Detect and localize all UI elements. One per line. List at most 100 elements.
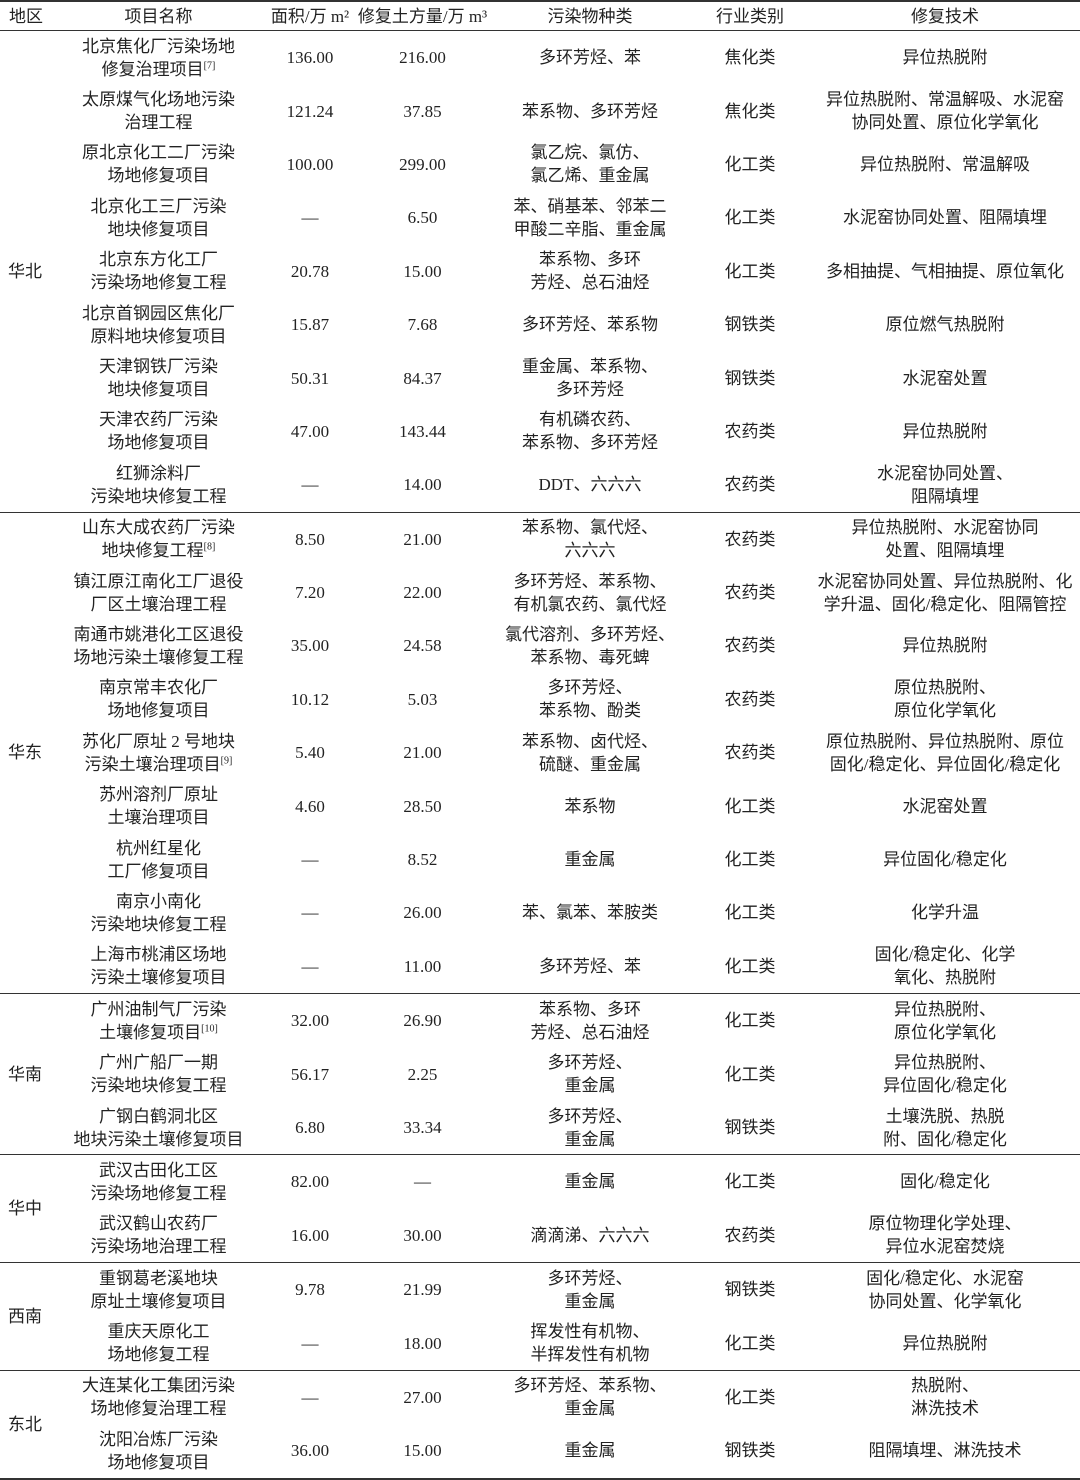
industry-cell: 钢铁类	[724, 368, 776, 388]
table-row: 南京小南化 污染地块修复工程 — 26.00 苯、氯苯、苯胺类 化工类 化学升温	[0, 886, 1080, 939]
pollutants-cell: 多环芳烃、 苯系物、酚类	[490, 673, 690, 726]
project-name-line: 北京化工三厂污染	[90, 196, 227, 216]
pollutant-line: 苯系物	[564, 796, 616, 816]
area-cell: —	[301, 850, 319, 870]
header-cell: 污染物种类	[490, 0, 690, 31]
project-name-cell: 北京化工三厂污染 地块修复项目	[52, 191, 265, 244]
project-name-line: 场地修复项目	[107, 701, 210, 721]
project-name-line: 污染场地修复工程	[90, 273, 227, 293]
project-name-line: 沈阳冶炼厂污染	[99, 1429, 218, 1449]
project-name-cell: 北京首钢园区焦化厂 原料地块修复项目	[52, 298, 265, 351]
technology-cell: 土壤洗脱、热脱 附、固化/稳定化	[810, 1101, 1080, 1155]
industry-cell: 化工类	[724, 208, 776, 228]
project-name-line: 污染地块修复工程	[90, 914, 227, 934]
industry-cell: 农药类	[724, 1225, 776, 1245]
technology-line: 土壤洗脱、热脱	[885, 1106, 1005, 1126]
project-name-line: 场地修复项目	[107, 1452, 210, 1472]
industry-cell: 农药类	[724, 421, 776, 441]
area-cell: 8.50	[265, 511, 355, 566]
technology-cell: 水泥窑协同处置、阻隔填埋	[810, 191, 1080, 244]
area-cell: 6.80	[295, 1118, 325, 1137]
technology-cell: 异位热脱附	[810, 1316, 1080, 1370]
volume-cell: 22.00	[403, 583, 442, 603]
pollutants-cell: 重金属	[490, 1424, 690, 1480]
industry-cell: 钢铁类	[724, 315, 776, 335]
technology-line: 异位热脱附、常温解吸	[860, 154, 1030, 174]
project-name-line: 修复治理项目	[101, 59, 204, 79]
volume-cell: 14.00	[403, 475, 442, 495]
pollutants-cell: 重金属	[490, 1154, 690, 1209]
pollutants-cell: 苯系物、多环 芳烃、总石油烃	[490, 245, 690, 298]
pollutants-cell: 多环芳烃、苯	[490, 30, 690, 85]
area-cell: 56.17	[290, 1064, 330, 1084]
project-name-line: 广州广船厂一期	[99, 1053, 218, 1073]
table-row: 天津钢铁厂污染 地块修复项目 50.31 84.37 重金属、苯系物、 多环芳烃 钢铁类 水泥…	[0, 351, 1080, 404]
area-cell: 15.87	[290, 315, 330, 335]
technology-line: 异位热脱附、常温解吸、水泥窑	[826, 90, 1064, 110]
region-cell: 华北	[0, 30, 52, 513]
volume-cell: 11.00	[403, 956, 442, 976]
project-name-cell: 苏州溶剂厂原址 土壤治理项目	[52, 779, 265, 832]
pollutant-line: 甲酸二辛脂、重金属	[513, 219, 667, 239]
pollutant-line: 多环芳烃	[556, 380, 624, 400]
volume-cell: —	[355, 1154, 490, 1209]
project-name-cell: 北京东方化工厂 污染场地修复工程	[52, 245, 265, 298]
project-name-line: 山东大成农药厂污染	[82, 518, 235, 538]
volume-cell: 2.25	[407, 1064, 438, 1084]
industry-cell: 农药类	[724, 636, 776, 656]
technology-cell: 原位燃气热脱附	[810, 298, 1080, 351]
pollutant-line: 苯系物、卤代烃、	[522, 731, 658, 751]
header-cell: 行业类别	[690, 0, 810, 31]
project-name-line: 镇江原江南化工厂退役	[73, 571, 244, 591]
technology-line: 淋洗技术	[911, 1399, 979, 1419]
pollutant-line: 重金属、苯系物、	[522, 357, 658, 377]
header-cell: 面积/万 m²	[265, 0, 355, 31]
project-name-line: 北京首钢园区焦化厂	[82, 303, 235, 323]
pollutants-cell: 苯系物、氯代烃、 六六六	[490, 511, 690, 566]
area-cell: —	[265, 1369, 355, 1425]
table-row: 华南 广州油制气厂污染 土壤修复项目[10] 32.00 26.90 苯系物、多环 芳烃、总…	[0, 993, 1080, 1155]
industry-cell: 农药类	[724, 583, 776, 603]
project-name-line: 场地修复治理工程	[90, 1399, 227, 1419]
pollutant-line: 芳烃、总石油烃	[530, 273, 650, 293]
technology-line: 异位水泥窑焚烧	[885, 1237, 1005, 1257]
project-name-cell: 沈阳冶炼厂污染 场地修复项目	[52, 1424, 265, 1480]
table-row: 广钢白鹤洞北区 地块污染土壤修复项目 6.80 33.34 多环芳烃、 重金属 钢铁类 土壤洗…	[0, 1101, 1080, 1155]
industry-cell: 化工类	[724, 956, 776, 976]
area-cell: 10.12	[290, 689, 330, 709]
volume-cell: 299.00	[399, 154, 446, 174]
area-cell: 136.00	[265, 30, 355, 85]
table-row: 武汉鹤山农药厂 污染场地治理工程 16.00 30.00 滴滴涕、六六六 农药类 原位物理化…	[0, 1209, 1080, 1263]
technology-line: 异位固化/稳定化	[883, 850, 1007, 870]
header-cell: 修复土方量/万 m³	[355, 0, 490, 31]
project-name-line: 太原煤气化场地污染	[82, 90, 235, 110]
pollutant-line: 苯系物、酚类	[539, 701, 641, 721]
project-name-line: 厂区土壤治理工程	[90, 594, 227, 614]
area-cell: 5.40	[295, 743, 325, 763]
reference: [7]	[203, 60, 216, 72]
industry-cell: 钢铁类	[724, 1118, 776, 1137]
region-cell: 华东	[0, 511, 52, 994]
pollutant-line: 滴滴涕、六六六	[530, 1225, 650, 1245]
pollutant-line: 重金属	[564, 1441, 616, 1461]
project-name-line: 大连某化工集团污染	[82, 1376, 235, 1396]
technology-cell: 原位物理化学处理、 异位水泥窑焚烧	[810, 1209, 1080, 1263]
project-name-line: 北京东方化工厂	[99, 250, 218, 270]
technology-line: 固化/稳定化	[900, 1172, 990, 1192]
project-name-line: 武汉古田化工区	[99, 1160, 218, 1180]
pollutants-cell: 苯系物、卤代烃、 硫醚、重金属	[490, 726, 690, 779]
technology-cell: 水泥窑协同处置、异位热脱附、化 学升温、固化/稳定化、阻隔管控	[810, 566, 1080, 619]
project-name-line: 苏州溶剂厂原址	[99, 785, 218, 805]
pollutant-line: 苯、硝基苯、邻苯二	[513, 196, 667, 216]
technology-cell: 异位热脱附、 异位固化/稳定化	[810, 1047, 1080, 1100]
pollutant-line: 半挥发性有机物	[530, 1345, 650, 1365]
volume-cell: 15.00	[403, 261, 442, 281]
project-name-line: 上海市桃浦区场地	[90, 945, 227, 965]
region-cell: 西南	[0, 1261, 52, 1371]
industry-cell: 化工类	[690, 993, 810, 1048]
industry-cell: 农药类	[724, 743, 776, 763]
pollutant-line: 重金属	[564, 1129, 616, 1149]
technology-line: 氧化、热脱附	[894, 968, 996, 988]
project-name-cell: 杭州红星化 工厂修复项目	[52, 833, 265, 886]
area-cell: 7.20	[295, 583, 325, 603]
